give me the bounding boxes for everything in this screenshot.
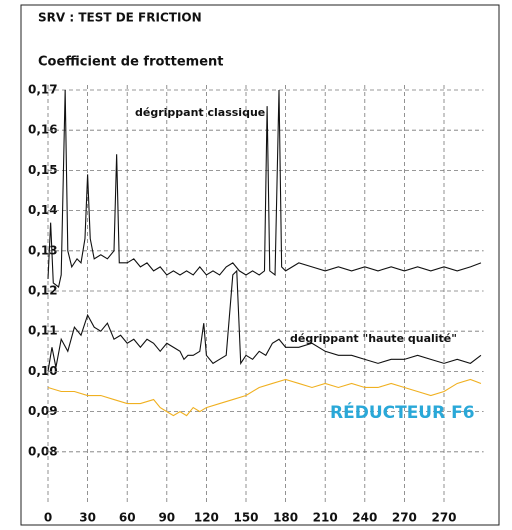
y-tick-label: 0,11 (28, 324, 58, 338)
x-tick-label: 150 (233, 511, 258, 525)
y-axis-title: Coefficient de frottement (38, 55, 224, 70)
data-line (47, 269, 482, 372)
x-tick-label: 270 (392, 511, 417, 525)
y-tick-label: 0,12 (28, 284, 58, 298)
x-tick-label: 0 (44, 511, 52, 525)
x-tick-label: 240 (352, 511, 377, 525)
y-tick-label: 0,10 (28, 364, 58, 378)
frame (20, 4, 500, 526)
y-tick-label: 0,17 (28, 83, 58, 97)
data-line (47, 89, 482, 288)
x-tick-label: 120 (194, 511, 219, 525)
x-tick-label: 90 (158, 511, 175, 525)
chart-title: SRV : TEST DE FRICTION (38, 11, 202, 25)
y-tick-label: 0,08 (28, 444, 58, 458)
x-tick-label: 180 (273, 511, 298, 525)
x-tick-label: 210 (313, 511, 338, 525)
y-tick-label: 0,09 (28, 404, 58, 418)
y-tick-label: 0,15 (28, 163, 58, 177)
x-tick-label: 30 (79, 511, 96, 525)
x-tick-label: 60 (119, 511, 136, 525)
series-label: dégrippant "haute qualité" (290, 332, 457, 345)
y-tick-label: 0,16 (28, 123, 58, 137)
x-tick-label: 270 (431, 511, 456, 525)
series-label: RÉDUCTEUR F6 (330, 401, 475, 423)
y-tick-label: 0,13 (28, 243, 58, 257)
y-tick-label: 0,14 (28, 203, 58, 217)
series-label: dégrippant classique (135, 106, 265, 119)
data-line (47, 378, 482, 417)
